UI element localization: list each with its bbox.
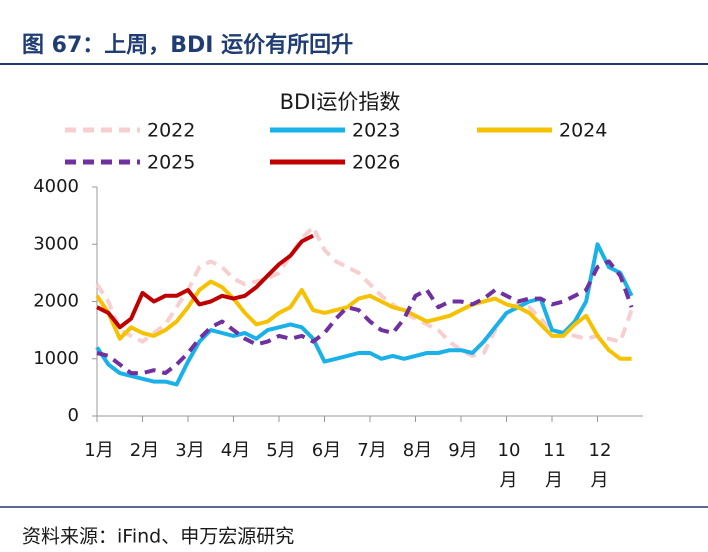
x-tick-label: 4月 <box>220 440 251 461</box>
x-tick-label: 2月 <box>129 440 160 461</box>
x-tick-label: 12月 <box>588 440 612 491</box>
x-tick-label: 11月 <box>543 440 566 491</box>
chart-title: BDI运价指数 <box>280 90 401 114</box>
x-tick-label: 6月 <box>311 440 342 461</box>
x-tick-label: 9月 <box>448 440 478 461</box>
legend-label: 2025 <box>147 152 195 174</box>
series-line <box>95 242 634 387</box>
y-tick-label: 4000 <box>33 176 79 197</box>
legend-label: 2024 <box>559 120 607 142</box>
x-tick-label: 8月 <box>402 440 433 461</box>
source: 资料来源：iFind、申万宏源研究 <box>22 526 294 548</box>
legend-label: 2026 <box>352 152 400 174</box>
x-tick-label: 3月 <box>175 440 205 461</box>
x-tick-label: 10月 <box>497 440 521 491</box>
x-tick-label: 1月 <box>84 440 114 461</box>
y-tick-label: 1000 <box>33 348 79 369</box>
x-tick-label: 7月 <box>357 440 387 461</box>
series-line <box>95 225 634 358</box>
series-line <box>95 279 632 361</box>
legend-label: 2022 <box>147 120 195 142</box>
y-tick-label: 3000 <box>33 233 79 254</box>
y-tick-label: 0 <box>68 405 79 426</box>
y-tick-label: 2000 <box>33 291 79 312</box>
x-tick-label: 5月 <box>266 440 296 461</box>
legend-label: 2023 <box>352 120 400 142</box>
series-line <box>96 259 634 376</box>
figure-title: 图 67：上周，BDI 运价有所回升 <box>22 32 353 58</box>
series-line <box>96 233 315 330</box>
